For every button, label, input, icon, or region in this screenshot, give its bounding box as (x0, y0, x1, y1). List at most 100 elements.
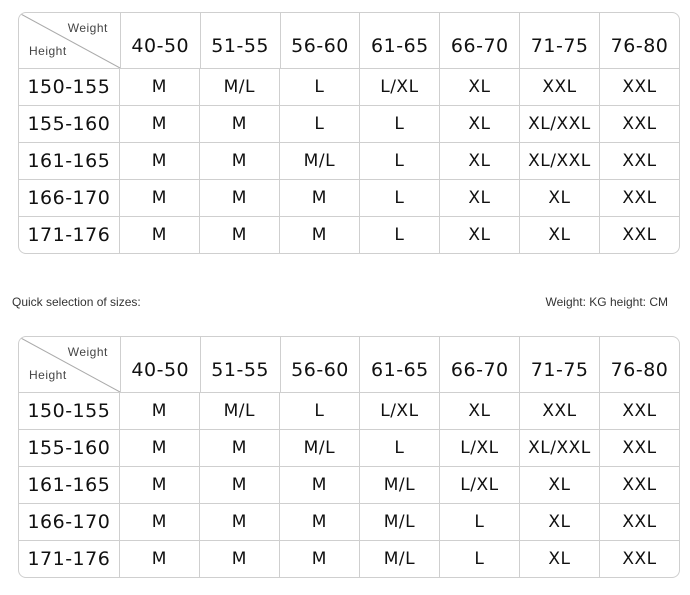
size-cell: L (358, 180, 439, 216)
size-cell: L/XL (438, 467, 519, 503)
size-cell: M (118, 430, 199, 466)
table-row: 171-176 M M M L XL XL XXL (19, 216, 679, 253)
size-cell: M/L (278, 143, 359, 179)
weight-column-header: 51-55 (199, 13, 280, 68)
weight-column-header: 71-75 (519, 337, 599, 392)
size-cell: M (198, 217, 279, 253)
corner-height-label: Height (29, 44, 67, 58)
size-cell: M (278, 541, 359, 577)
size-cell: L (358, 143, 439, 179)
size-cell: XL (438, 393, 519, 429)
corner-height-label: Height (29, 368, 67, 382)
size-cell: XL (438, 180, 519, 216)
weight-column-header: 56-60 (279, 337, 360, 392)
size-cell: M (198, 467, 279, 503)
size-cell: M (198, 541, 279, 577)
height-row-header: 166-170 (27, 511, 111, 533)
size-cell: M (118, 69, 199, 105)
weight-column-header: 71-75 (519, 13, 599, 68)
size-cell: XXL (598, 143, 679, 179)
size-cell: XL/XXL (518, 430, 599, 466)
table-row: 171-176 M M M M/L L XL XXL (19, 540, 679, 577)
table-row: 155-160 M M L L XL XL/XXL XXL (19, 105, 679, 142)
corner-cell: Weight Height (19, 13, 120, 68)
size-cell: M (118, 504, 199, 540)
size-cell: M (118, 393, 199, 429)
height-row-header: 155-160 (27, 437, 111, 459)
size-cell: M/L (358, 467, 439, 503)
diagonal-divider (19, 13, 120, 68)
size-cell: XL/XXL (518, 106, 599, 142)
size-cell: L (438, 541, 519, 577)
size-cell: XL/XXL (518, 143, 599, 179)
size-cell: M (198, 504, 279, 540)
size-cell: M (118, 143, 199, 179)
size-cell: M (118, 180, 199, 216)
size-cell: M (198, 430, 279, 466)
size-cell: M (278, 467, 359, 503)
weight-column-header: 56-60 (279, 13, 360, 68)
size-cell: XXL (598, 467, 679, 503)
weight-column-header: 61-65 (359, 13, 439, 68)
size-cell: M (198, 143, 279, 179)
size-cell: L (278, 69, 359, 105)
weight-column-header: 61-65 (359, 337, 439, 392)
weight-column-header: 40-50 (119, 337, 200, 392)
size-cell: XL (438, 217, 519, 253)
height-row-header: 171-176 (27, 224, 111, 246)
size-cell: L (358, 430, 439, 466)
size-cell: M (278, 217, 359, 253)
weight-column-header: 76-80 (599, 13, 679, 68)
size-cell: M (118, 217, 199, 253)
size-cell: XXL (598, 180, 679, 216)
height-row-header: 171-176 (27, 548, 111, 570)
size-cell: M (278, 504, 359, 540)
size-cell: L (358, 217, 439, 253)
size-cell: XL (438, 106, 519, 142)
table-row: 150-155 M M/L L L/XL XL XXL XXL (19, 68, 679, 105)
size-cell: L/XL (438, 430, 519, 466)
units-label: Weight: KG height: CM (545, 295, 669, 309)
size-cell: M (118, 541, 199, 577)
size-cell: XL (518, 504, 599, 540)
size-cell: XL (438, 69, 519, 105)
corner-weight-label: Weight (67, 345, 108, 359)
table-row: 161-165 M M M/L L XL XL/XXL XXL (19, 142, 679, 179)
corner-weight-label: Weight (67, 21, 108, 35)
size-cell: XXL (598, 541, 679, 577)
size-cell: M/L (278, 430, 359, 466)
size-cell: XL (438, 143, 519, 179)
size-cell: L (438, 504, 519, 540)
height-row-header: 161-165 (27, 150, 111, 172)
height-row-header: 155-160 (27, 113, 111, 135)
table-row: 161-165 M M M M/L L/XL XL XXL (19, 466, 679, 503)
table-row: 150-155 M M/L L L/XL XL XXL XXL (19, 392, 679, 429)
size-cell: XXL (598, 217, 679, 253)
height-row-header: 166-170 (27, 187, 111, 209)
size-cell: L/XL (358, 393, 439, 429)
height-row-header: 150-155 (27, 400, 111, 422)
size-cell: XXL (518, 69, 599, 105)
size-cell: M (198, 180, 279, 216)
size-cell: M (198, 106, 279, 142)
diagonal-divider (19, 337, 120, 392)
header-row: Weight Height 40-50 51-55 56-60 61-65 66-70 71-… (19, 13, 679, 68)
size-cell: M/L (198, 69, 279, 105)
weight-column-header: 51-55 (199, 337, 280, 392)
size-cell: XL (518, 217, 599, 253)
size-cell: XXL (598, 504, 679, 540)
size-cell: XXL (518, 393, 599, 429)
header-row: Weight Height 40-50 51-55 56-60 61-65 66-70 71-… (19, 337, 679, 392)
weight-column-header: 76-80 (599, 337, 679, 392)
size-cell: M/L (198, 393, 279, 429)
size-cell: XXL (598, 393, 679, 429)
size-cell: XXL (598, 106, 679, 142)
size-cell: M/L (358, 541, 439, 577)
size-cell: M/L (358, 504, 439, 540)
weight-column-header: 66-70 (439, 337, 519, 392)
size-chart-table-1: Weight Height 40-50 51-55 56-60 61-65 66-70 71-… (18, 12, 680, 254)
size-cell: L (278, 106, 359, 142)
size-chart-table-2: Weight Height 40-50 51-55 56-60 61-65 66-70 71-… (18, 336, 680, 578)
size-cell: M (118, 467, 199, 503)
table-row: 166-170 M M M M/L L XL XXL (19, 503, 679, 540)
